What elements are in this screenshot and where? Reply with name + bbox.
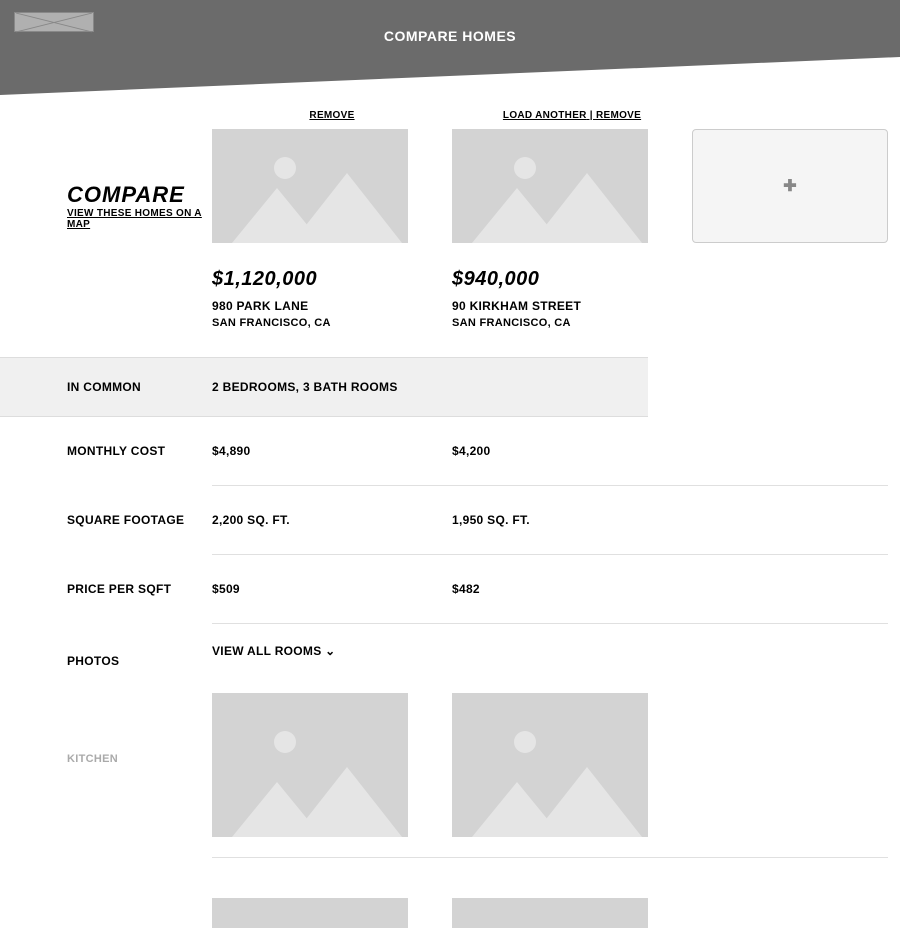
home-1-city: San Francisco, CA <box>212 317 452 329</box>
monthly-cost-row: Monthly Cost $4,890 $4,200 <box>0 417 900 485</box>
next-image-2[interactable] <box>452 898 648 928</box>
home-2-price: $940,000 <box>452 268 692 291</box>
logo[interactable] <box>14 12 94 32</box>
action-divider: | <box>587 110 596 121</box>
home-2-image[interactable] <box>452 129 648 243</box>
next-photo-row <box>0 858 900 928</box>
add-home-button[interactable]: ✚ <box>692 129 888 243</box>
home-2-address: 90 Kirkham Street <box>452 299 692 313</box>
monthly-cost-val1: $4,890 <box>212 444 452 458</box>
kitchen-row: Kitchen <box>0 668 900 837</box>
home-2-actions: Load Another | Remove <box>452 110 692 129</box>
in-common-row: In Common 2 Bedrooms, 3 Bath Rooms <box>0 357 648 417</box>
square-footage-val1: 2,200 sq. ft. <box>212 513 452 527</box>
view-on-map-link[interactable]: View these homes on a map <box>67 208 212 230</box>
price-per-sqft-val1: $509 <box>212 582 452 596</box>
remove-link[interactable]: Remove <box>309 110 354 121</box>
price-per-sqft-val2: $482 <box>452 582 692 596</box>
square-footage-label: Square Footage <box>67 513 212 527</box>
load-another-link[interactable]: Load Another <box>503 110 587 121</box>
monthly-cost-label: Monthly Cost <box>67 444 212 458</box>
add-column: ✚ <box>692 110 890 329</box>
price-per-sqft-row: Price per Sqft $509 $482 <box>0 555 900 623</box>
photos-label: Photos <box>67 644 212 668</box>
kitchen-image-1[interactable] <box>212 693 408 837</box>
home-1-address: 980 Park Lane <box>212 299 452 313</box>
home-column-1: Remove $1,120,000 980 Park Lane San Fran… <box>212 110 452 329</box>
home-column-2: Load Another | Remove $940,000 90 Kirkha… <box>452 110 692 329</box>
compare-title: Compare <box>67 182 212 208</box>
price-per-sqft-label: Price per Sqft <box>67 582 212 596</box>
square-footage-row: Square Footage 2,200 sq. ft. 1,950 sq. f… <box>0 486 900 554</box>
page-title: Compare Homes <box>384 28 516 44</box>
kitchen-image-2[interactable] <box>452 693 648 837</box>
photos-section: Photos View All Rooms ⌄ <box>0 624 900 668</box>
plus-icon: ✚ <box>783 176 796 196</box>
remove-link-2[interactable]: Remove <box>596 110 641 121</box>
kitchen-img-1-wrap <box>212 693 452 837</box>
header: Compare Homes <box>0 0 900 95</box>
home-1-price: $1,120,000 <box>212 268 452 291</box>
home-2-city: San Francisco, CA <box>452 317 692 329</box>
in-common-label: In Common <box>67 380 212 394</box>
kitchen-img-2-wrap <box>452 693 692 837</box>
view-all-rooms-button[interactable]: View All Rooms ⌄ <box>212 644 336 668</box>
monthly-cost-val2: $4,200 <box>452 444 692 458</box>
home-1-image[interactable] <box>212 129 408 243</box>
compare-heading-area: Compare View these homes on a map <box>67 110 212 329</box>
next-image-1[interactable] <box>212 898 408 928</box>
compare-section: Compare View these homes on a map Remove… <box>0 110 900 329</box>
content: Compare View these homes on a map Remove… <box>0 95 900 928</box>
square-footage-val2: 1,950 sq. ft. <box>452 513 692 527</box>
in-common-value: 2 Bedrooms, 3 Bath Rooms <box>212 380 648 394</box>
home-1-actions: Remove <box>212 110 452 129</box>
kitchen-label: Kitchen <box>67 693 212 837</box>
